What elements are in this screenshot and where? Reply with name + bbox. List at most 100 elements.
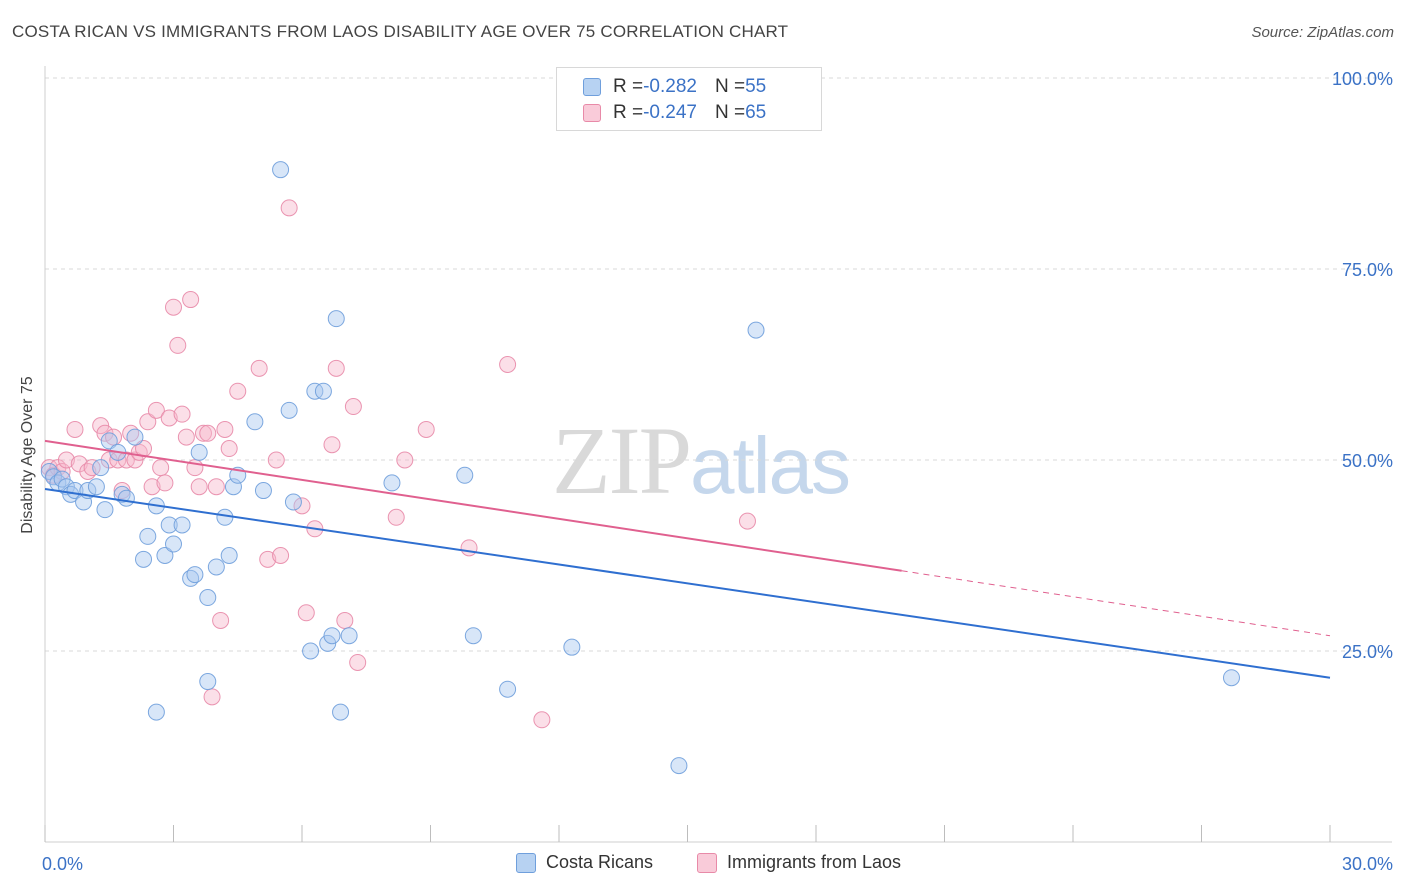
data-point <box>139 527 157 545</box>
data-point <box>156 474 174 492</box>
data-point <box>464 627 482 645</box>
y-axis-label: Disability Age Over 75 <box>19 376 36 534</box>
y-tick-label: 25.0% <box>1342 642 1393 662</box>
data-point <box>160 409 178 427</box>
watermark-atlas: atlas <box>690 421 851 510</box>
data-point <box>135 550 153 568</box>
legend-item-costa-ricans: Costa Ricans <box>516 852 653 873</box>
data-point <box>499 680 517 698</box>
data-point <box>306 382 324 400</box>
y-tick-label: 50.0% <box>1342 451 1393 471</box>
data-point <box>272 161 290 179</box>
data-point <box>156 547 174 564</box>
y-tick-label: 75.0% <box>1342 260 1393 280</box>
data-point <box>177 428 195 446</box>
y-tick-label: 100.0% <box>1332 69 1393 89</box>
legend-r-value: -0.247 <box>643 102 697 123</box>
stats-legend: R = -0.282 N = 55 R = -0.247 N = 65 <box>556 67 822 131</box>
data-point <box>332 703 350 721</box>
data-point <box>92 459 110 477</box>
chart-title: COSTA RICAN VS IMMIGRANTS FROM LAOS DISA… <box>12 22 789 41</box>
data-point <box>293 497 311 515</box>
data-point <box>194 424 212 442</box>
data-point <box>216 420 234 438</box>
data-point <box>139 413 157 431</box>
data-point <box>229 382 247 400</box>
legend-swatch-blue <box>583 78 601 96</box>
data-point <box>327 310 345 328</box>
data-point <box>165 298 182 316</box>
legend-r-label: R = <box>613 102 644 123</box>
data-point <box>284 493 302 511</box>
data-point <box>147 703 165 721</box>
data-point <box>173 516 191 534</box>
data-point <box>207 478 225 496</box>
data-point <box>169 336 187 354</box>
data-point <box>190 443 208 461</box>
data-point <box>165 535 182 553</box>
legend-label-costa-ricans: Costa Ricans <box>546 852 654 872</box>
data-point <box>280 401 298 419</box>
data-point <box>224 478 242 496</box>
series-immigrants-from-laos <box>40 199 756 729</box>
series-legend: Costa Ricans Immigrants from Laos <box>0 852 1406 878</box>
data-point <box>533 711 551 729</box>
trend-line-laos-extension <box>901 570 1331 637</box>
data-point <box>199 589 217 607</box>
data-point <box>203 688 221 706</box>
data-point <box>220 547 238 564</box>
data-point <box>383 474 401 492</box>
data-point <box>66 420 84 438</box>
data-point <box>246 413 264 431</box>
series-costa-ricans <box>40 161 1240 775</box>
data-point <box>96 501 114 519</box>
data-point <box>340 627 358 645</box>
data-point <box>563 638 581 656</box>
data-point <box>152 459 170 477</box>
data-point <box>143 478 161 496</box>
legend-n-label: N = <box>714 76 746 97</box>
data-point <box>254 482 272 500</box>
data-point <box>323 436 341 454</box>
legend-n-value: 65 <box>745 102 767 123</box>
data-point <box>267 451 285 469</box>
data-point <box>336 611 354 629</box>
x-tick-label: 0.0% <box>42 854 83 874</box>
axes-layer <box>44 66 1392 843</box>
legend-label-laos: Immigrants from Laos <box>727 852 902 872</box>
data-point <box>387 508 405 526</box>
data-point <box>160 516 178 534</box>
trend-lines <box>44 439 1331 679</box>
data-point <box>182 291 200 309</box>
data-point <box>126 428 144 446</box>
data-point <box>344 398 362 416</box>
data-point <box>738 512 756 530</box>
legend-swatch-pink <box>583 104 601 122</box>
data-point <box>417 420 435 438</box>
data-point <box>327 359 345 377</box>
data-point <box>190 478 208 496</box>
legend-row-laos: R = -0.247 N = 65 <box>583 101 766 125</box>
data-point <box>747 321 765 339</box>
data-point <box>186 566 204 584</box>
data-point <box>199 673 217 691</box>
tick-labels: 25.0% 50.0% 75.0% 100.0% 0.0% 30.0% <box>42 69 1393 874</box>
trend-line-costa-ricans <box>44 488 1331 679</box>
data-point <box>212 611 230 629</box>
data-point <box>100 432 118 450</box>
trend-line-laos <box>44 439 902 572</box>
data-point <box>314 382 332 400</box>
data-point <box>272 547 290 564</box>
data-point <box>396 451 414 469</box>
legend-row-costa-ricans: R = -0.282 N = 55 <box>583 75 766 99</box>
legend-r-label: R = <box>613 76 644 97</box>
data-point <box>250 359 268 377</box>
legend-swatch-pink <box>697 852 717 873</box>
legend-item-laos: Immigrants from Laos <box>697 852 901 873</box>
data-point <box>57 451 75 469</box>
data-point <box>280 199 298 217</box>
source-label: Source: ZipAtlas.com <box>1251 24 1394 41</box>
data-point <box>147 401 165 419</box>
data-point <box>117 489 135 507</box>
